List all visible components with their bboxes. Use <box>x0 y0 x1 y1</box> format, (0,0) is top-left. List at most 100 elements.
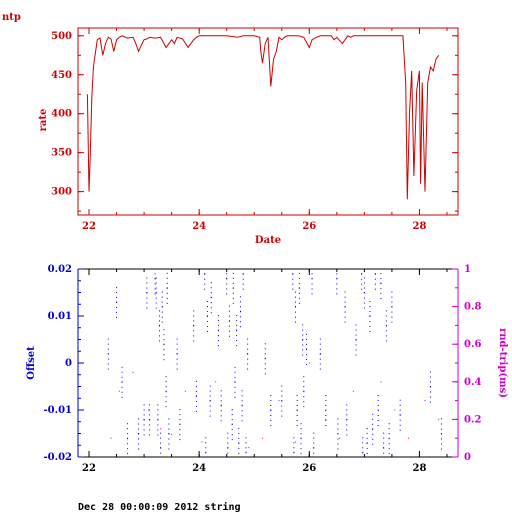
offset-point <box>306 363 308 365</box>
offset-point <box>295 301 297 303</box>
offset-point <box>295 306 297 308</box>
offset-point <box>298 292 300 294</box>
offset-point <box>355 329 357 331</box>
offset-point <box>107 363 109 365</box>
offset-point <box>206 326 208 327</box>
offset-point <box>296 420 298 421</box>
offset-point <box>372 428 374 430</box>
offset-point <box>369 301 371 302</box>
offset-point <box>355 349 357 351</box>
offset-point <box>157 434 159 436</box>
offset-point <box>440 433 442 435</box>
offset-point <box>146 277 148 279</box>
offset-point <box>300 438 302 440</box>
offset-point <box>176 338 178 340</box>
offset-point <box>157 424 159 426</box>
offset-point <box>372 413 374 415</box>
offset-point <box>220 400 222 402</box>
rtt-point <box>325 418 327 420</box>
offset-point <box>295 321 297 323</box>
offset-point <box>149 419 151 421</box>
rate-ytick-label: 350 <box>51 148 72 159</box>
offset-point <box>363 292 365 294</box>
offset-point <box>380 273 382 275</box>
offset-point <box>232 292 234 294</box>
rtt-point <box>160 428 162 430</box>
offset-point <box>195 405 197 407</box>
rtt-point <box>171 433 173 435</box>
offset-point <box>344 321 346 323</box>
rtt-point <box>308 362 310 364</box>
offset-point <box>380 288 382 290</box>
offset-point <box>247 363 249 365</box>
offset-point <box>163 359 165 361</box>
offset-ylabel: Offset <box>26 346 37 380</box>
offset-point <box>138 448 140 450</box>
offset-point <box>179 424 181 426</box>
offset-point <box>369 331 371 332</box>
offset-point <box>168 448 170 450</box>
offset-point <box>302 339 304 341</box>
offset-point <box>264 348 266 350</box>
offset-point <box>440 428 442 430</box>
offset-point <box>377 395 379 396</box>
rtt-point <box>261 437 263 439</box>
offset-point <box>346 424 348 426</box>
offset-point <box>440 448 442 450</box>
offset-point <box>380 283 382 285</box>
offset-point <box>116 291 118 293</box>
rtt-point <box>394 409 396 411</box>
offset-point <box>302 349 304 351</box>
offset-point <box>344 311 346 313</box>
offset-point <box>372 418 374 420</box>
offset-point <box>306 338 308 340</box>
offset-point <box>209 405 211 407</box>
offset-point <box>303 391 305 393</box>
offset-point <box>369 306 371 307</box>
offset-point <box>399 429 401 431</box>
offset-point <box>399 399 401 401</box>
offset-point <box>238 452 240 454</box>
offset-point <box>236 335 238 337</box>
offset-point <box>195 385 197 387</box>
offset-point <box>232 282 234 284</box>
offset-point <box>138 443 140 445</box>
offset-point <box>377 420 379 421</box>
offset-point <box>107 343 109 345</box>
offset-point <box>300 423 302 425</box>
offset-point <box>121 386 123 388</box>
rtt-ytick-label: 0 <box>464 452 471 463</box>
offset-point <box>388 443 390 445</box>
offset-point <box>306 343 308 345</box>
offset-point <box>160 437 162 439</box>
offset-point <box>239 316 241 318</box>
offset-point <box>227 447 229 449</box>
offset-point <box>383 432 385 434</box>
offset-point <box>228 330 230 332</box>
offset-point <box>179 414 181 416</box>
offset-point <box>295 316 297 318</box>
offset-point <box>293 452 295 454</box>
offset-point <box>300 433 302 435</box>
offset-point <box>385 330 387 332</box>
offset-point <box>232 297 234 299</box>
offset-point <box>336 273 338 275</box>
offset-point <box>377 425 379 426</box>
offset-point <box>281 385 283 387</box>
offset-point <box>146 307 148 309</box>
offset-point <box>217 330 219 332</box>
offset-point <box>292 283 294 285</box>
offset-point <box>281 415 283 417</box>
offset-point <box>355 354 357 356</box>
offset-point <box>149 404 151 406</box>
offset-point <box>241 390 243 392</box>
offset-point <box>204 288 206 290</box>
offset-point <box>206 301 208 302</box>
offset-point <box>391 321 393 323</box>
offset-point <box>227 437 229 439</box>
offset-point <box>385 320 387 322</box>
offset-point <box>325 400 327 401</box>
offset-point <box>355 334 357 336</box>
offset-point <box>363 307 365 309</box>
offset-point <box>319 353 321 355</box>
